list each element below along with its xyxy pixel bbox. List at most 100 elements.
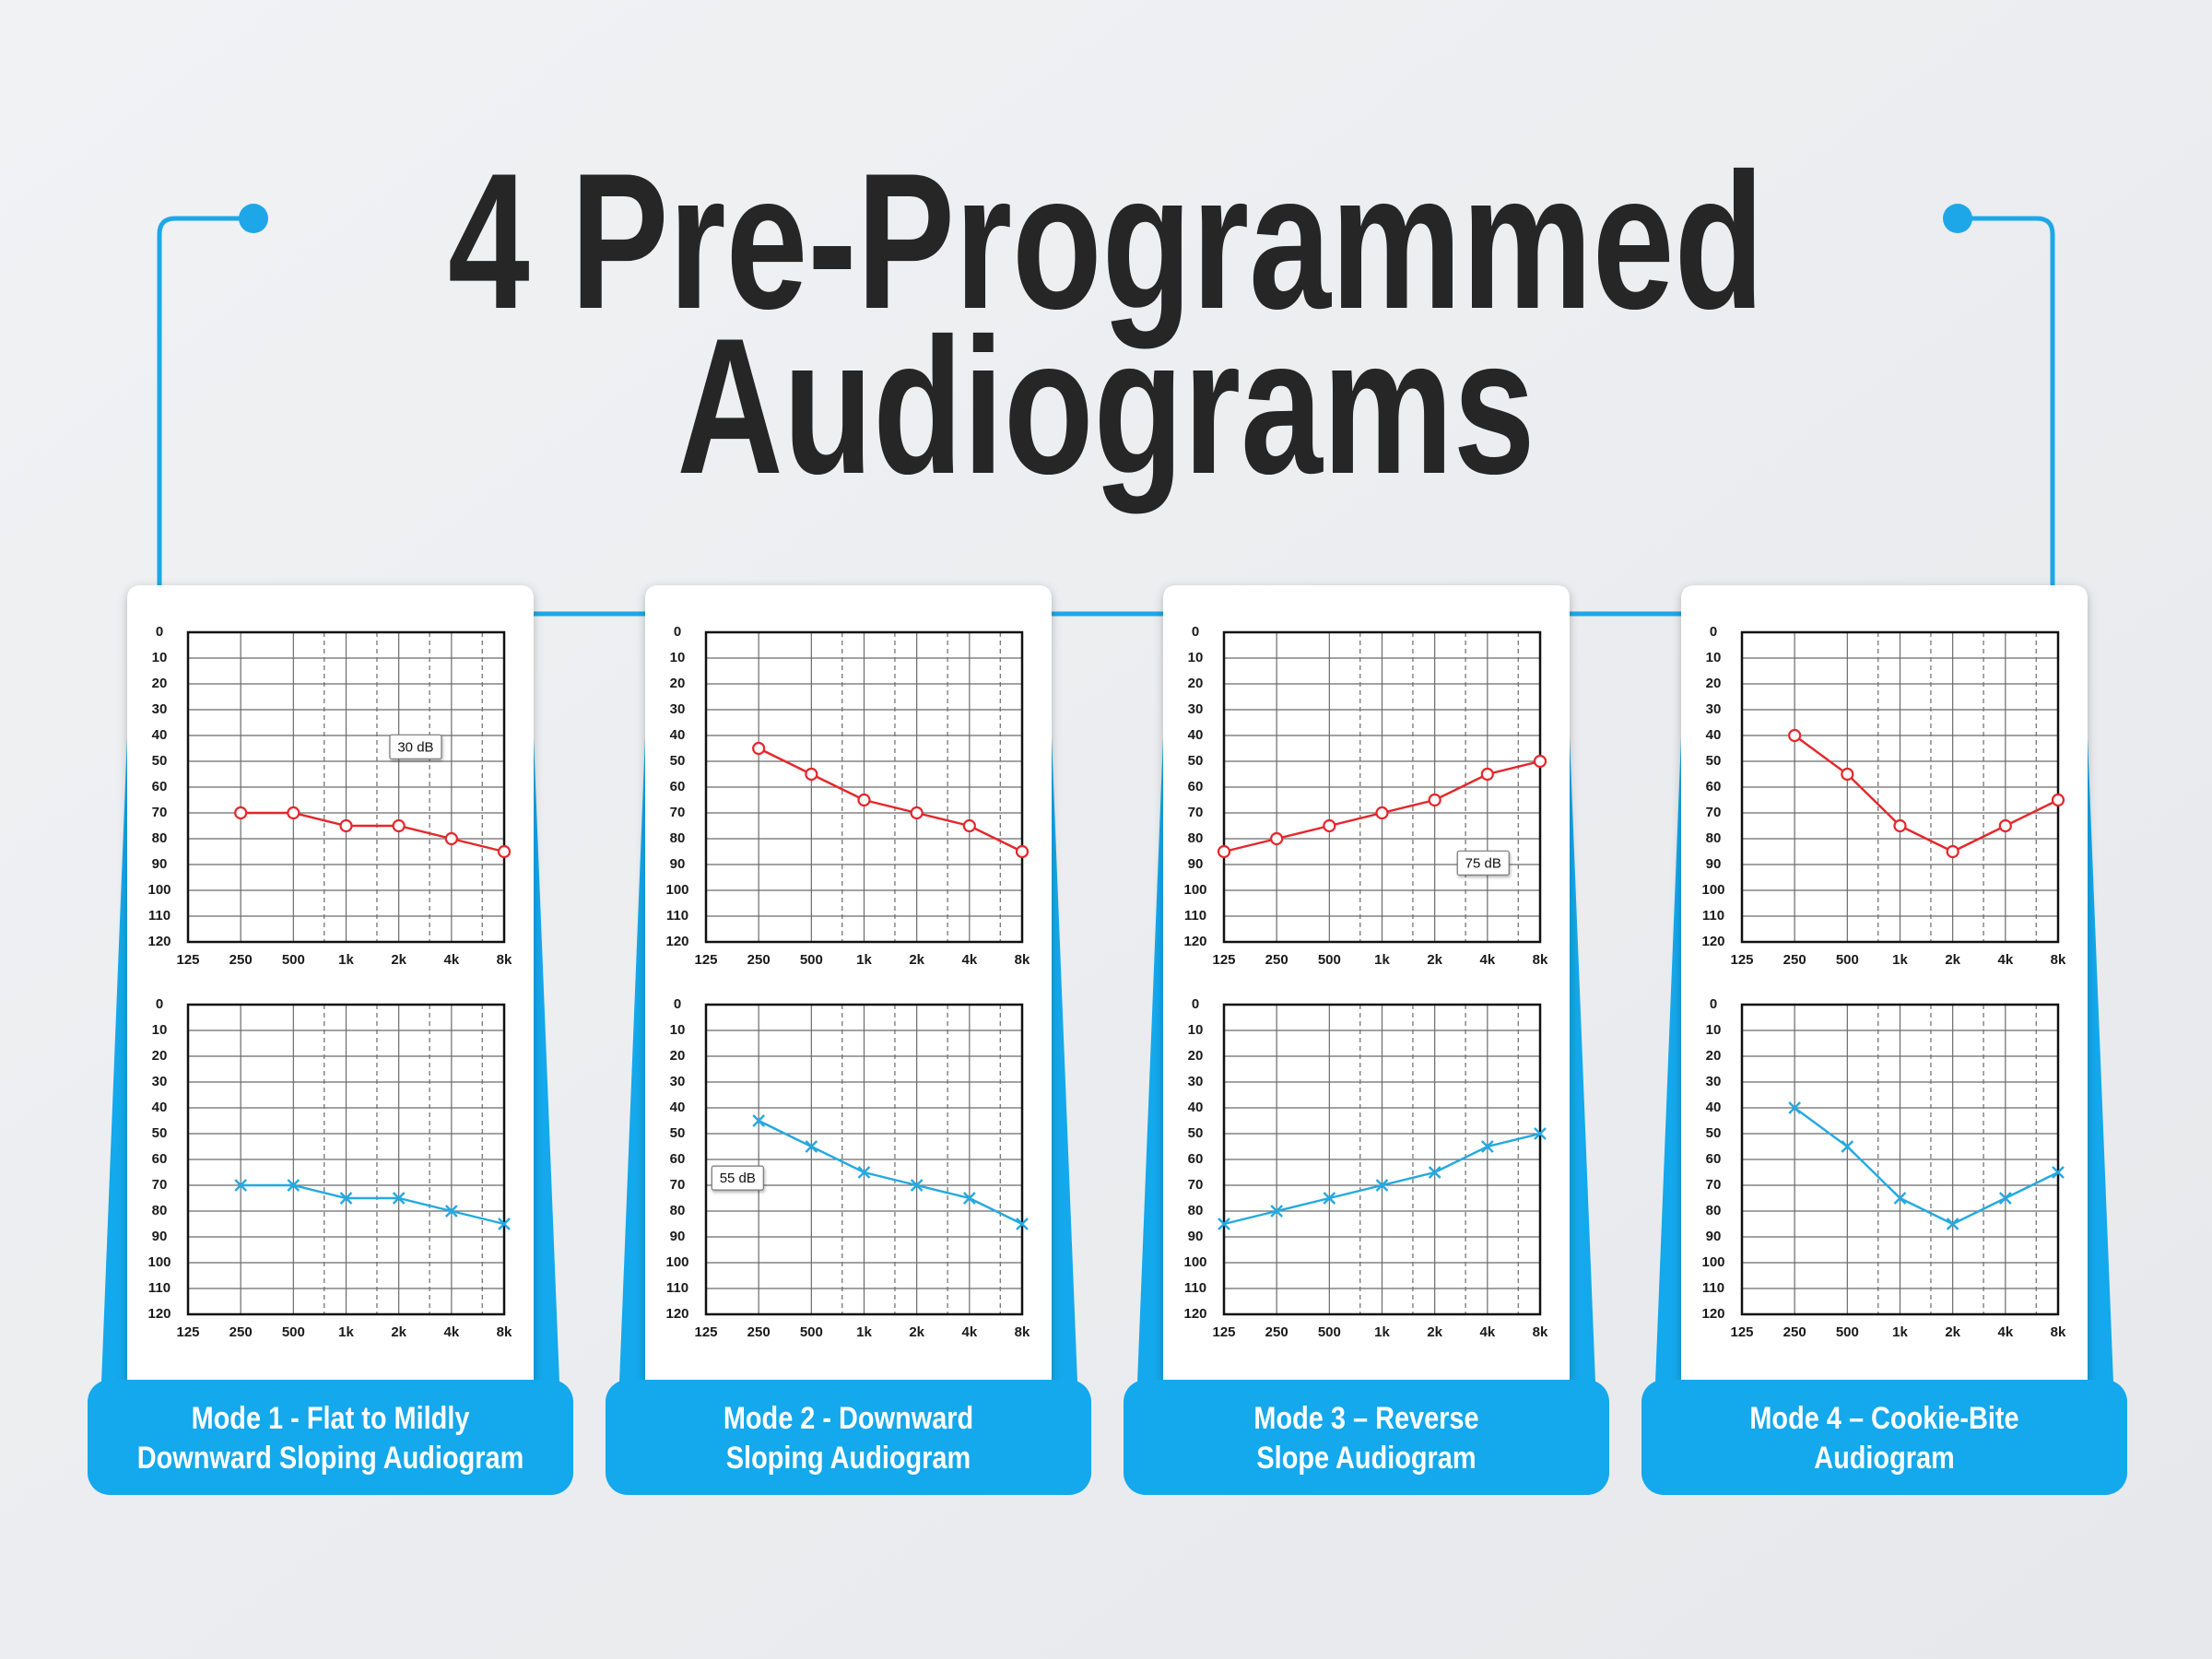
y-tick-label: 80 [152, 1203, 168, 1218]
data-point [1428, 1166, 1441, 1179]
y-tick-label: 60 [152, 1151, 168, 1167]
data-point [1533, 754, 1547, 769]
x-tick-label: 8k [2051, 1324, 2066, 1340]
x-tick-label: 4k [1479, 952, 1495, 968]
caption-line: Audiogram [1814, 1441, 1955, 1476]
y-tick-label: 110 [666, 908, 688, 924]
y-tick-label: 90 [670, 1229, 686, 1244]
data-point [234, 1179, 248, 1192]
x-tick-label: 250 [229, 1324, 253, 1340]
y-tick-label: 50 [1188, 753, 1204, 769]
y-tick-label: 40 [1706, 1100, 1722, 1115]
x-tick-label: 1k [856, 952, 872, 968]
y-tick-label: 110 [148, 908, 171, 924]
x-tick-label: 250 [747, 952, 771, 968]
caption-box [606, 1380, 1091, 1495]
x-tick-label: 250 [1265, 952, 1288, 968]
y-tick-label: 40 [670, 727, 686, 743]
x-tick-label: 4k [1479, 1324, 1495, 1340]
y-tick-label: 10 [1188, 650, 1204, 665]
plot-frame [186, 630, 506, 944]
caption-line: Mode 3 – Reverse [1253, 1401, 1478, 1436]
x-tick-label: 500 [800, 952, 823, 968]
x-tick-label: 500 [282, 1324, 305, 1340]
y-tick-label: 80 [152, 830, 168, 846]
y-tick-label: 110 [148, 1280, 171, 1296]
x-tick-label: 1k [338, 1324, 354, 1340]
x-tick-label: 500 [282, 952, 305, 968]
x-tick-label: 125 [694, 1324, 717, 1340]
y-tick-label: 100 [665, 1254, 688, 1270]
data-line [1794, 1107, 2059, 1226]
x-tick-label: 1k [1892, 1324, 1908, 1340]
y-tick-label: 120 [1701, 934, 1724, 949]
x-tick-label: 4k [961, 952, 977, 968]
data-point [1788, 1101, 1802, 1114]
y-tick-label: 100 [1701, 882, 1724, 898]
left-connector [157, 216, 253, 590]
data-line [241, 811, 505, 853]
y-tick-label: 30 [1706, 1074, 1722, 1089]
y-tick-label: 70 [1706, 805, 1722, 820]
y-tick-label: 10 [670, 650, 686, 665]
y-tick-label: 40 [152, 727, 168, 743]
plot-frame [1222, 630, 1542, 944]
y-tick-label: 70 [152, 805, 168, 820]
x-tick-label: 250 [1783, 1324, 1806, 1340]
y-tick-label: 60 [670, 779, 686, 794]
plot-frame [186, 1003, 506, 1316]
annotation: 30 dB [397, 739, 433, 755]
audiogram: 0 10 20 30 40 50 60 70 80 90 100 110 120 125 250 500 1k 2… [665, 996, 1030, 1340]
x-tick-label: 250 [1783, 952, 1806, 968]
data-point [1218, 1218, 1230, 1230]
data-point [1016, 1218, 1029, 1230]
plot-frame [704, 630, 1024, 944]
y-tick-label: 60 [1188, 1151, 1204, 1167]
data-point [805, 1140, 818, 1153]
y-tick-label: 30 [152, 1074, 168, 1089]
y-tick-label: 0 [674, 996, 681, 1012]
data-point [1841, 767, 1854, 782]
y-tick-label: 50 [670, 753, 686, 769]
y-tick-label: 100 [1183, 882, 1206, 898]
y-tick-label: 90 [1706, 856, 1722, 872]
caption-box [88, 1380, 573, 1495]
data-point [1270, 831, 1284, 846]
y-tick-label: 70 [1188, 805, 1204, 820]
y-tick-label: 30 [1706, 701, 1722, 717]
data-point [392, 818, 406, 833]
x-tick-label: 2k [909, 952, 924, 968]
x-tick-label: 1k [1374, 1324, 1390, 1340]
audiogram: 0 10 20 30 40 50 60 70 80 90 100 110 120 125 250 500 1k 2… [665, 624, 1030, 968]
caption-line: Mode 1 - Flat to Mildly [192, 1401, 470, 1436]
y-tick-label: 110 [1702, 1280, 1724, 1296]
y-tick-label: 50 [152, 1125, 168, 1141]
data-point [805, 767, 818, 782]
connector-dot [1943, 204, 1972, 233]
y-tick-label: 70 [670, 1177, 686, 1193]
y-tick-label: 90 [1188, 1229, 1204, 1244]
caption-box [1124, 1380, 1609, 1495]
y-tick-label: 100 [1701, 1254, 1724, 1270]
y-tick-label: 0 [1710, 624, 1717, 640]
y-tick-label: 10 [152, 1022, 168, 1038]
data-point [1323, 818, 1336, 833]
y-tick-label: 70 [1706, 1177, 1722, 1193]
data-line [758, 747, 1023, 853]
y-tick-label: 60 [1706, 1151, 1722, 1167]
y-tick-label: 120 [665, 1306, 688, 1322]
x-tick-label: 4k [443, 1324, 459, 1340]
data-point [1534, 1127, 1547, 1140]
data-point [752, 1114, 766, 1127]
y-tick-label: 70 [152, 1177, 168, 1193]
caption-line: Sloping Audiogram [726, 1441, 971, 1476]
y-tick-label: 90 [152, 856, 168, 872]
y-tick-label: 10 [1188, 1022, 1204, 1038]
y-tick-label: 0 [1710, 996, 1717, 1012]
audiogram: 0 10 20 30 40 50 60 70 80 90 100 110 120 125 250 500 1k 2… [1183, 624, 1548, 968]
y-tick-label: 20 [1188, 1048, 1204, 1064]
y-tick-label: 90 [1706, 1229, 1722, 1244]
y-tick-label: 90 [1188, 856, 1204, 872]
x-tick-label: 8k [1533, 1324, 1548, 1340]
